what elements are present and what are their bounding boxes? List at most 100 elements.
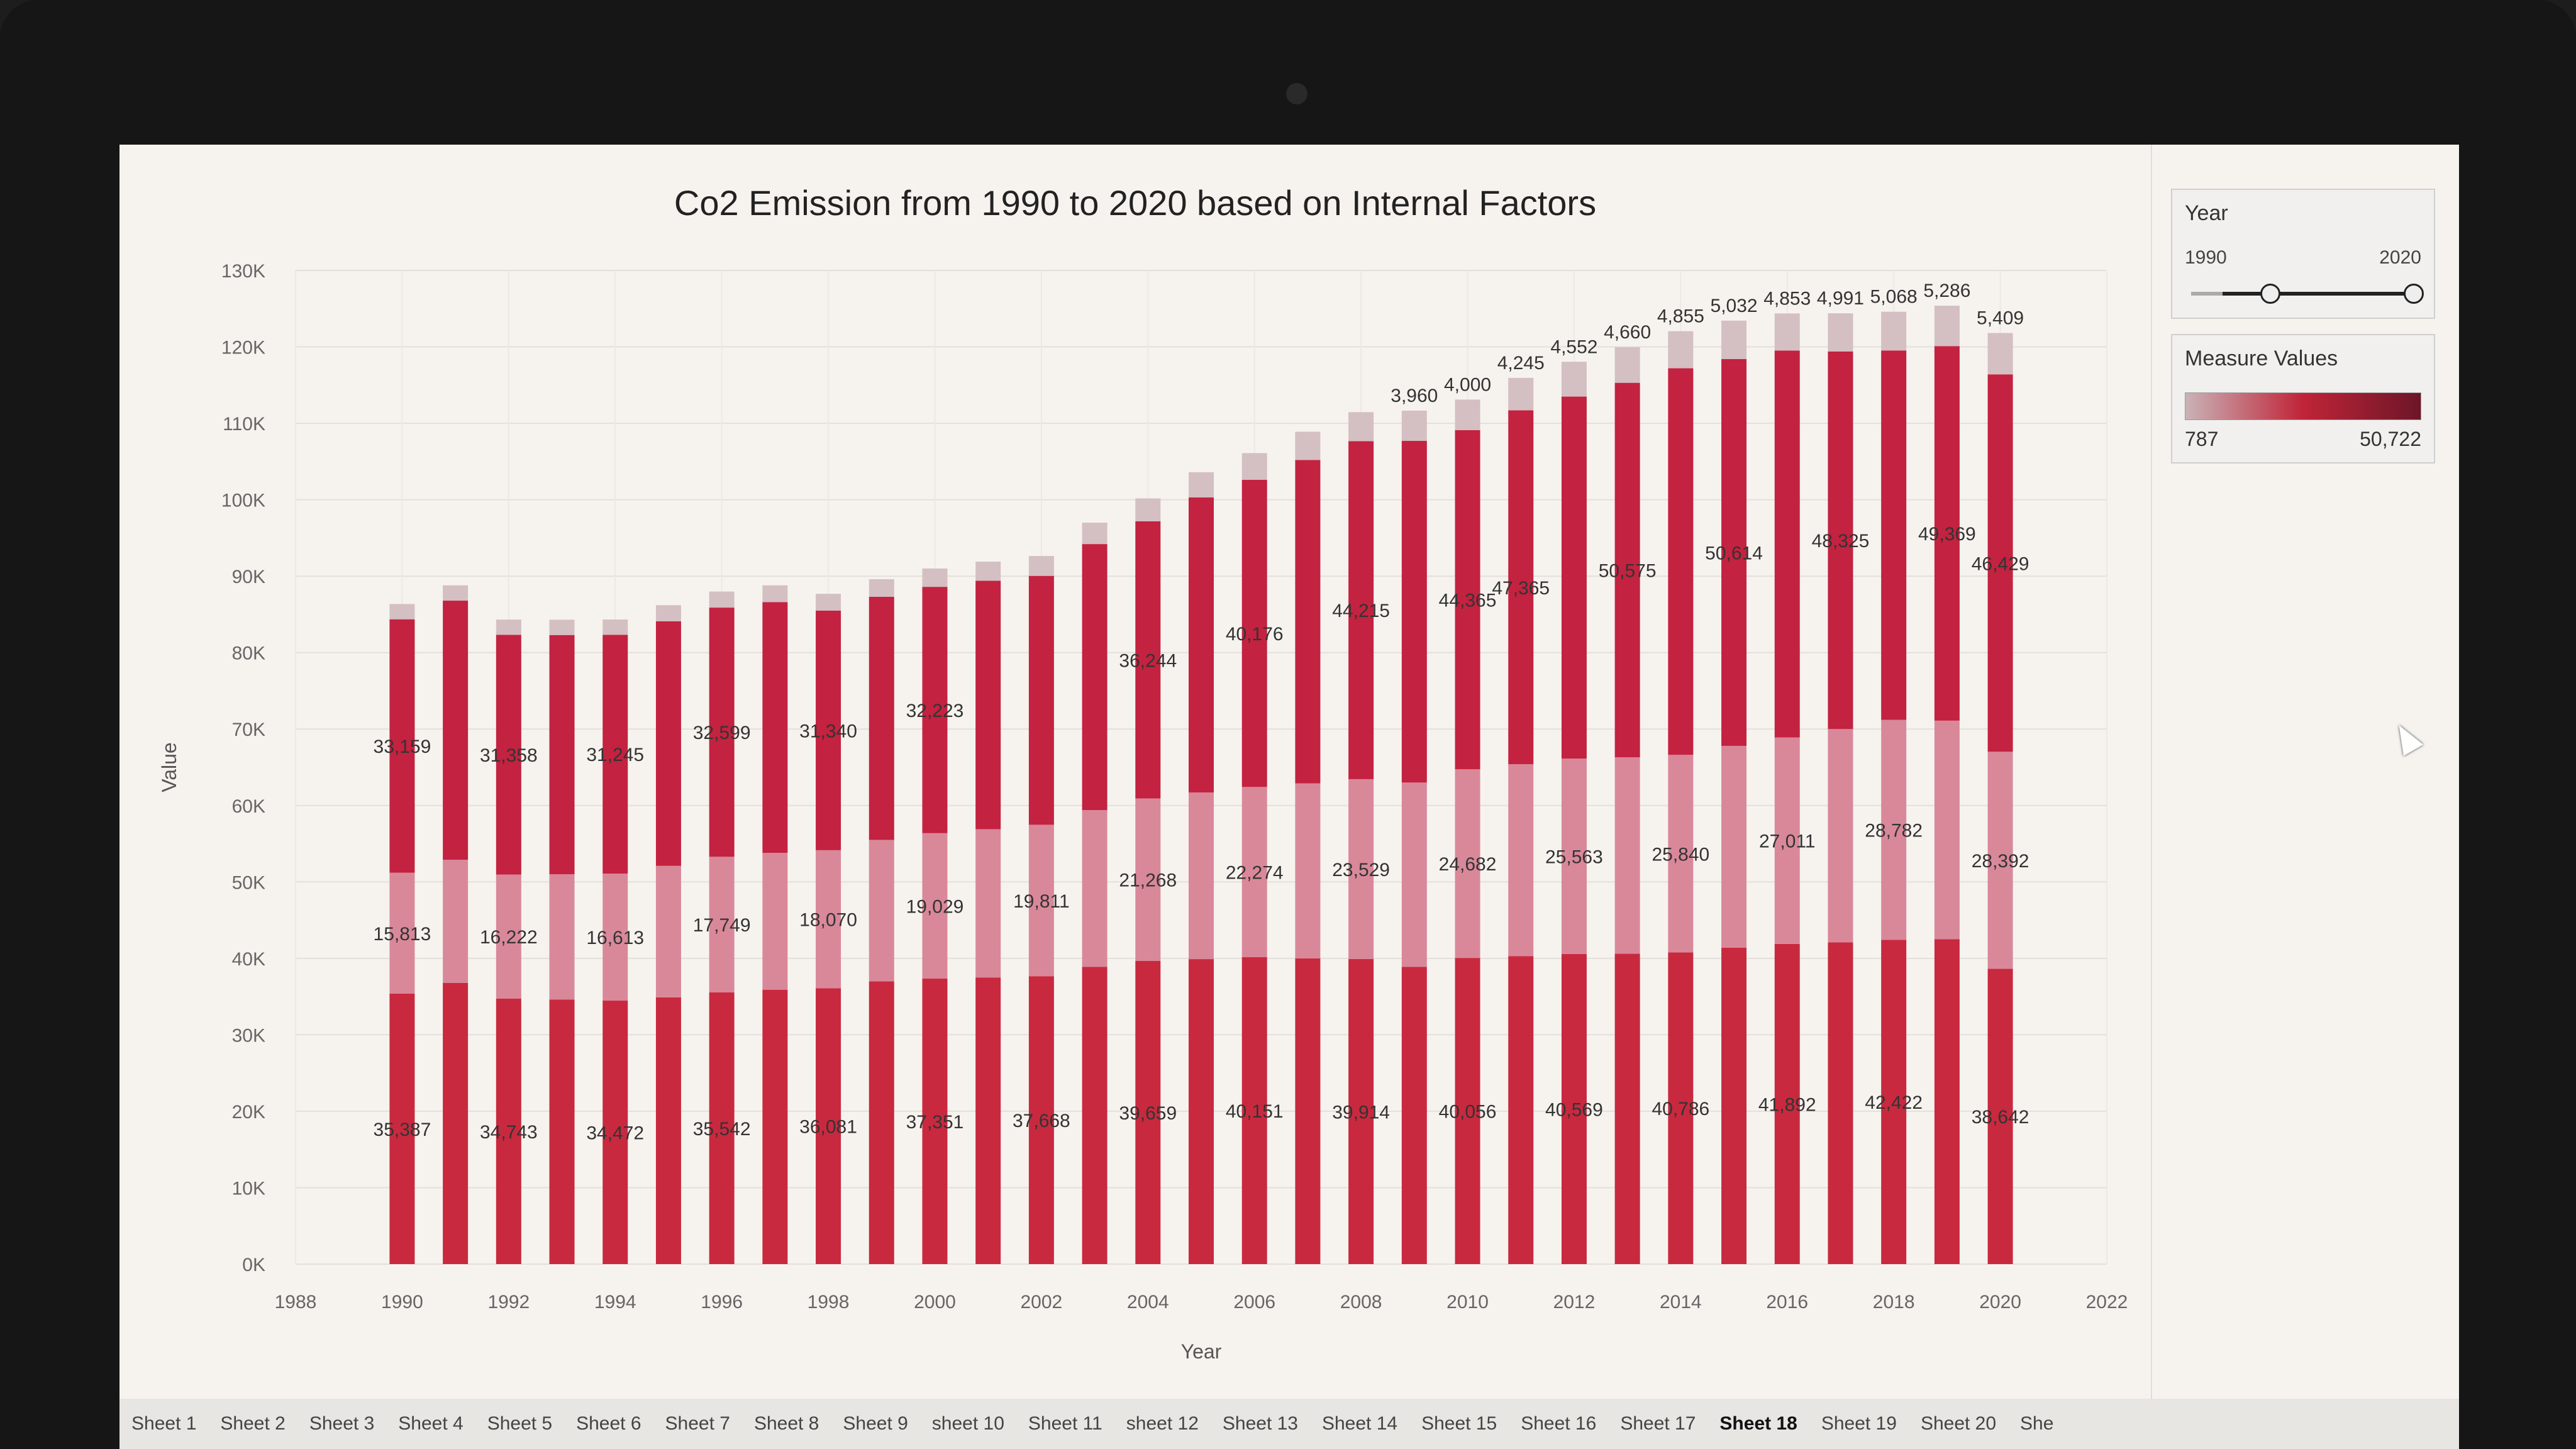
bar-segment <box>762 853 788 990</box>
bar-segment <box>975 829 1001 978</box>
bar-segment <box>1774 737 1800 944</box>
data-label: 3,960 <box>1391 386 1438 406</box>
data-label: 28,392 <box>1972 851 2029 872</box>
data-label: 31,358 <box>480 745 538 766</box>
bar-segment <box>496 998 521 1264</box>
data-label: 4,855 <box>1657 306 1704 327</box>
bar-segment <box>1401 441 1427 783</box>
sheet-tab[interactable]: Sheet 18 <box>1719 1413 1797 1434</box>
data-label: 23,529 <box>1332 860 1390 880</box>
sheet-tab[interactable]: sheet 10 <box>931 1413 1004 1434</box>
bar-segment <box>1614 382 1640 758</box>
data-label: 46,429 <box>1972 553 2029 574</box>
bar-segment <box>922 979 948 1264</box>
bar-segment <box>389 604 415 619</box>
year-range-slider[interactable] <box>2185 281 2424 306</box>
data-label: 5,032 <box>1711 296 1758 316</box>
data-label: 19,029 <box>906 896 964 917</box>
data-label: 50,614 <box>1705 543 1763 564</box>
bar-segment <box>1028 556 1054 576</box>
sheet-tab[interactable]: sheet 12 <box>1126 1413 1199 1434</box>
bar-segment <box>389 619 415 873</box>
bar-segment <box>1614 757 1640 954</box>
data-label: 47,365 <box>1492 578 1550 599</box>
bar-segment <box>1082 523 1108 545</box>
bar-segment <box>709 591 735 608</box>
x-tick-label: 1994 <box>594 1292 636 1313</box>
bar-segment <box>443 585 469 601</box>
data-label: 31,340 <box>799 721 857 741</box>
bar-segment <box>443 982 469 1264</box>
y-tick-label: 40K <box>232 949 265 970</box>
data-label: 44,215 <box>1332 601 1390 621</box>
y-tick-label: 50K <box>232 872 265 893</box>
x-tick-label: 2000 <box>914 1292 956 1313</box>
y-tick-label: 30K <box>232 1025 265 1046</box>
data-label: 44,365 <box>1439 591 1497 611</box>
bar-segment <box>1082 544 1108 811</box>
y-tick-label: 80K <box>232 643 265 664</box>
sheet-tab[interactable]: Sheet 11 <box>1028 1413 1102 1434</box>
sheet-tab[interactable]: Sheet 7 <box>665 1413 730 1434</box>
x-tick-label: 2018 <box>1873 1292 1915 1313</box>
data-label: 4,000 <box>1444 374 1491 395</box>
data-label: 32,223 <box>906 701 964 721</box>
bar-segment <box>389 872 415 994</box>
bar-segment <box>1614 953 1640 1264</box>
data-label: 4,552 <box>1550 336 1597 357</box>
sheet-tab[interactable]: Sheet 6 <box>576 1413 641 1434</box>
bar-segment <box>602 874 628 1001</box>
data-label: 37,668 <box>1013 1111 1070 1131</box>
sheet-tab[interactable]: Sheet 4 <box>398 1413 464 1434</box>
bar-segment <box>1082 810 1108 967</box>
slider-min-handle[interactable] <box>2260 284 2280 304</box>
bar-segment <box>1561 953 1587 1264</box>
bar-segment <box>1455 399 1480 430</box>
sheet-tab[interactable]: Sheet 14 <box>1321 1413 1398 1434</box>
y-tick-label: 60K <box>232 796 265 817</box>
sheet-tab[interactable]: Sheet 13 <box>1222 1413 1298 1434</box>
data-label: 16,222 <box>480 927 538 948</box>
bar-segment <box>1189 497 1214 793</box>
sheet-tab[interactable]: Sheet 2 <box>220 1413 286 1434</box>
bar-segment <box>816 988 841 1264</box>
data-label: 32,599 <box>693 723 751 743</box>
chart-area: Co2 Emission from 1990 to 2020 based on … <box>119 145 2152 1402</box>
x-tick-label: 2008 <box>1340 1292 1382 1313</box>
slider-max-handle[interactable] <box>2404 284 2424 304</box>
sheet-tab[interactable]: She <box>2020 1413 2054 1434</box>
y-tick-label: 20K <box>232 1102 265 1123</box>
bar-segment <box>1774 313 1800 351</box>
sheet-tab[interactable]: Sheet 3 <box>309 1413 375 1434</box>
sheet-tab[interactable]: Sheet 5 <box>487 1413 553 1434</box>
bar-segment <box>816 850 841 989</box>
bar-segment <box>496 874 521 999</box>
data-label: 5,409 <box>1977 308 2024 329</box>
bar-segment <box>709 608 735 857</box>
bar-segment <box>1189 959 1214 1264</box>
sheet-tab[interactable]: Sheet 17 <box>1620 1413 1696 1434</box>
bar-segment <box>816 594 841 611</box>
data-label: 40,151 <box>1226 1101 1284 1122</box>
webcam <box>1286 83 1307 104</box>
sheet-tab[interactable]: Sheet 15 <box>1421 1413 1497 1434</box>
x-tick-label: 1996 <box>701 1292 743 1313</box>
bar-segment <box>709 857 735 993</box>
sheet-tab[interactable]: Sheet 1 <box>131 1413 197 1434</box>
sheet-tab[interactable]: Sheet 16 <box>1521 1413 1597 1434</box>
data-label: 4,245 <box>1497 353 1545 374</box>
sheet-tab[interactable]: Sheet 9 <box>843 1413 908 1434</box>
bar-segment <box>1721 947 1747 1264</box>
bar-segment <box>1348 441 1374 779</box>
bar-segment <box>1721 320 1747 359</box>
bar-segment <box>1508 956 1534 1264</box>
bar-segment <box>1828 729 1853 943</box>
sheet-tab[interactable]: Sheet 20 <box>1920 1413 1997 1434</box>
data-label: 34,472 <box>586 1123 644 1144</box>
sheet-tab[interactable]: Sheet 8 <box>753 1413 819 1434</box>
bar-segment <box>816 610 841 850</box>
data-label: 34,743 <box>480 1122 538 1143</box>
bar-segment <box>1881 940 1907 1264</box>
data-label: 4,991 <box>1817 288 1864 309</box>
sheet-tab[interactable]: Sheet 19 <box>1821 1413 1897 1434</box>
